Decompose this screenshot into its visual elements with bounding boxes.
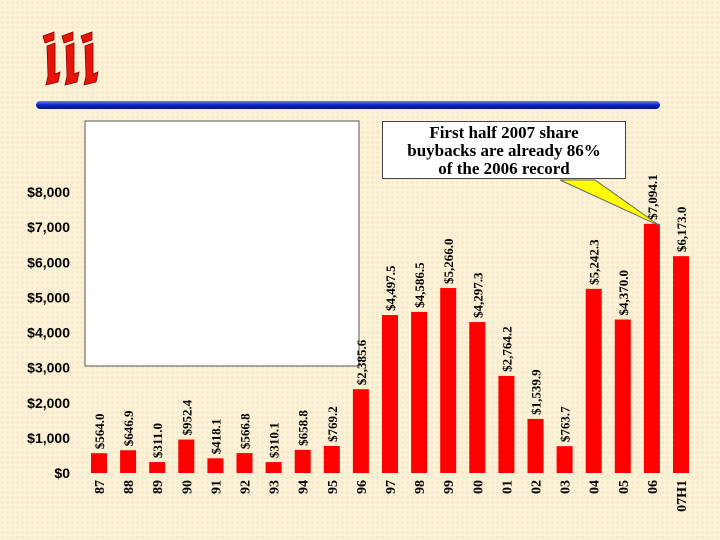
data-label: $2,385.6 [354,339,369,385]
x-tick-label: 90 [180,480,195,494]
bar [643,223,660,473]
x-tick-label: 99 [442,480,457,494]
data-label: $310.1 [267,422,282,458]
data-label: $311.0 [150,423,165,458]
callout-line-2: buybacks are already 86% [407,141,601,160]
bar [556,446,573,473]
data-label: $2,764.2 [499,326,514,372]
bar [265,462,282,473]
x-tick-label: 05 [617,480,632,494]
x-tick-label: 95 [326,480,341,494]
data-label: $4,370.0 [616,270,631,316]
bar [614,319,631,473]
bar [236,453,253,473]
header-rule [36,101,660,109]
x-tick-label: 00 [471,480,486,494]
data-label: $769.2 [325,406,340,442]
x-tick-label: 06 [646,480,661,494]
data-label: $418.1 [208,419,223,455]
y-tick-label: $2,000 [27,395,70,411]
bar [178,439,195,473]
data-label: $6,173.0 [674,207,689,253]
y-tick-label: $6,000 [27,254,70,270]
x-tick-label: 93 [268,480,283,494]
x-tick-label: 02 [530,480,545,494]
x-tick-label: 98 [413,480,428,494]
y-tick-label: $7,000 [27,219,70,235]
x-tick-label: 04 [588,480,603,494]
callout-line-3: of the 2006 record [438,159,570,178]
bar [149,462,166,473]
x-tick-label: 94 [297,480,312,494]
bar [585,288,602,473]
bar [323,445,340,473]
data-label: $4,297.3 [470,272,485,318]
x-tick-label: 87 [93,480,108,494]
y-tick-label: $5,000 [27,289,70,305]
data-label: $658.8 [296,410,311,446]
iii-logo [42,31,99,86]
data-label: $1,539.9 [529,369,544,415]
x-tick-label: 03 [559,480,574,494]
bar [498,375,515,473]
bar [207,458,224,473]
x-tick-label: 01 [500,480,515,494]
data-label: $763.7 [558,406,573,442]
x-tick-label: 92 [239,480,254,494]
y-tick-label: $3,000 [27,360,70,376]
data-label: $5,266.0 [441,239,456,285]
data-label: $566.8 [238,413,253,449]
bar [469,322,486,473]
bar [382,315,398,473]
bar [440,288,457,473]
x-tick-label: 88 [122,480,137,494]
data-label: $952.4 [179,399,194,435]
callout-pointer [559,179,661,227]
callout-line-1: First half 2007 share [429,123,579,142]
bar [411,311,428,473]
x-tick-label: 96 [355,480,370,494]
bar [352,389,369,473]
bar [673,256,689,473]
x-tick-label: 07H1 [675,480,690,512]
bar [294,449,311,473]
data-label: $646.9 [121,410,136,446]
data-label: $4,586.5 [412,262,427,308]
x-tick-label: 97 [384,480,399,494]
data-label: $7,094.1 [645,174,660,220]
data-label: $5,242.3 [587,239,602,285]
bar [120,450,137,473]
x-tick-label: 91 [209,480,224,494]
plot-area-white-box [84,120,360,367]
y-tick-label: $8,000 [27,184,70,200]
data-label: $4,497.5 [383,265,398,311]
buyback-callout: First half 2007 share buybacks are alrea… [382,121,626,179]
bar [91,453,107,473]
x-tick-label: 89 [151,480,166,494]
y-tick-label: $4,000 [27,325,70,341]
y-tick-label: $0 [54,465,70,481]
bar [527,418,544,473]
y-tick-label: $1,000 [27,430,70,446]
data-label: $564.0 [92,413,107,449]
